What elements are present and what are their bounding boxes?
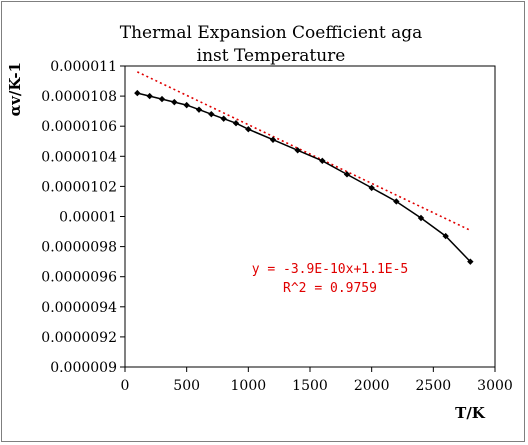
data-point	[232, 119, 240, 127]
data-point	[208, 110, 215, 118]
x-tick-label: 3000	[477, 378, 513, 394]
chart-title-line-2: inst Temperature	[197, 46, 346, 66]
data-point	[183, 101, 190, 109]
data-point	[294, 147, 301, 154]
data-point	[417, 214, 425, 222]
trendline-equation: y = -3.9E-10x+1.1E-5	[252, 262, 409, 277]
trendline	[136, 71, 471, 232]
plot-area	[124, 65, 496, 368]
data-point	[220, 115, 227, 122]
data-point	[245, 126, 252, 133]
y-tick-label: 0.0000108	[41, 89, 117, 105]
trendline-line	[136, 71, 471, 232]
y-tick-label: 0.0000094	[41, 300, 117, 316]
data-point	[393, 198, 400, 205]
data-point	[195, 106, 203, 113]
y-tick-label: 0.000011	[50, 59, 117, 75]
data-point	[442, 232, 449, 240]
data-point	[343, 171, 351, 178]
y-tick-label: 0.0000096	[41, 270, 117, 286]
chart-title-line-1: Thermal Expansion Coefficient aga	[120, 23, 422, 43]
x-axis: 0 500 1000 1500 2000 2500 3000	[121, 367, 513, 394]
y-tick-label: 0.0000098	[41, 240, 117, 256]
y-tick-label: 0.000009	[50, 360, 117, 376]
x-tick-label: 2500	[416, 378, 452, 394]
y-axis: 0.000009 0.0000092 0.0000094 0.0000096 0.000…	[41, 59, 125, 376]
data-point	[171, 98, 178, 106]
data-series	[134, 89, 474, 265]
x-tick-label: 1500	[292, 378, 328, 394]
data-point	[158, 95, 166, 103]
trendline-r2: R^2 = 0.9759	[283, 281, 377, 296]
data-point	[368, 184, 375, 192]
data-point	[134, 89, 141, 97]
y-tick-label: 0.0000106	[41, 119, 117, 135]
data-point	[146, 92, 153, 100]
y-tick-label: 0.0000104	[41, 149, 117, 165]
x-tick-label: 0	[121, 378, 130, 394]
data-point	[319, 157, 326, 165]
data-point	[269, 136, 277, 143]
data-point	[467, 258, 474, 265]
x-axis-label: T/K	[455, 404, 486, 422]
x-tick-label: 1000	[231, 378, 267, 394]
y-tick-label: 0.0000102	[41, 179, 117, 195]
y-tick-label: 0.0000092	[41, 330, 117, 346]
y-axis-label: αv/K-1	[6, 62, 24, 116]
x-tick-label: 2000	[354, 378, 390, 394]
x-tick-label: 500	[173, 378, 200, 394]
chart-title: Thermal Expansion Coefficient aga inst T…	[120, 23, 422, 66]
y-tick-label: 0.00001	[59, 210, 117, 226]
